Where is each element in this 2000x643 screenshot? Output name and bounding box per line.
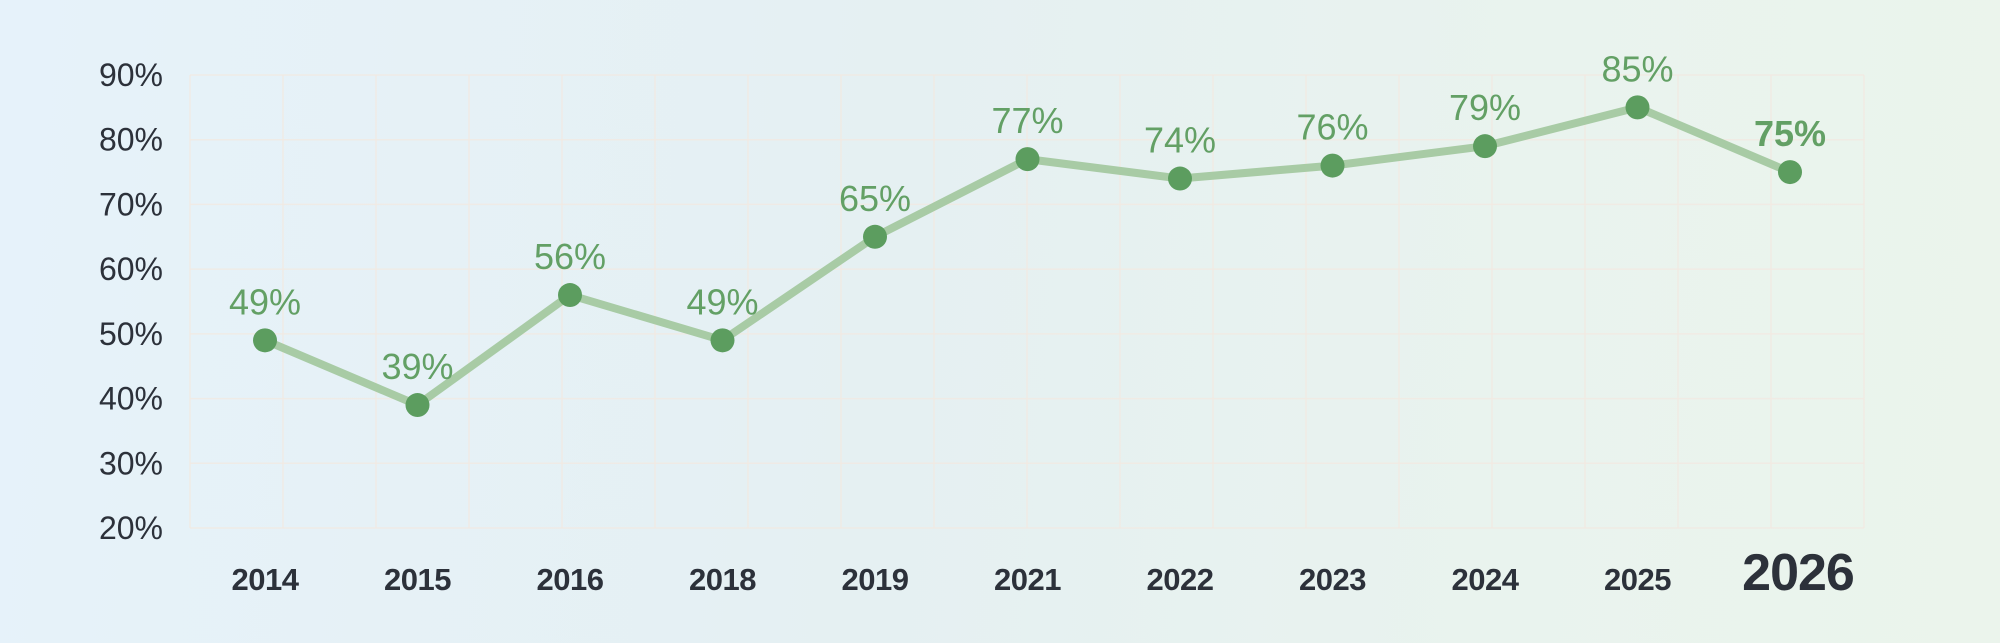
data-point-label: 56% [534,236,606,277]
x-tick-label: 2019 [842,562,909,597]
y-tick-label: 80% [99,122,163,158]
x-tick-label: 2021 [994,562,1061,597]
y-tick-label: 20% [99,510,163,546]
data-point-label: 75% [1754,113,1826,154]
data-point-label: 77% [991,100,1063,141]
data-point [253,328,277,353]
data-point-label: 74% [1144,120,1216,161]
data-point [558,283,582,308]
x-tick-label: 2026 [1742,544,1854,602]
data-point [1320,153,1345,178]
x-tick-label: 2025 [1604,562,1671,597]
data-point-label: 85% [1601,48,1673,89]
data-point [405,393,430,418]
data-point [1015,147,1040,172]
y-tick-label: 50% [99,316,163,352]
x-tick-label: 2023 [1299,562,1366,597]
y-tick-label: 30% [99,445,163,481]
data-point-label: 65% [839,178,911,219]
x-tick-label: 2018 [689,562,756,597]
data-point [863,224,887,249]
data-point-label: 49% [686,281,758,322]
data-point-label: 76% [1296,107,1368,148]
data-point-label: 39% [381,346,453,387]
data-point [710,328,735,353]
y-tick-label: 90% [99,57,163,93]
x-tick-label: 2014 [232,562,300,597]
x-tick-label: 2022 [1147,562,1214,597]
data-point [1778,160,1802,185]
x-tick-label: 2024 [1452,562,1520,597]
y-tick-label: 60% [99,251,163,287]
x-tick-label: 2016 [537,562,604,597]
y-tick-label: 40% [99,381,163,417]
data-point-label: 79% [1449,87,1521,128]
data-point [1473,134,1497,159]
data-point [1168,166,1192,191]
data-point [1625,95,1650,120]
data-point-label: 49% [229,281,301,322]
y-tick-label: 70% [99,186,163,222]
x-tick-label: 2015 [384,562,451,597]
